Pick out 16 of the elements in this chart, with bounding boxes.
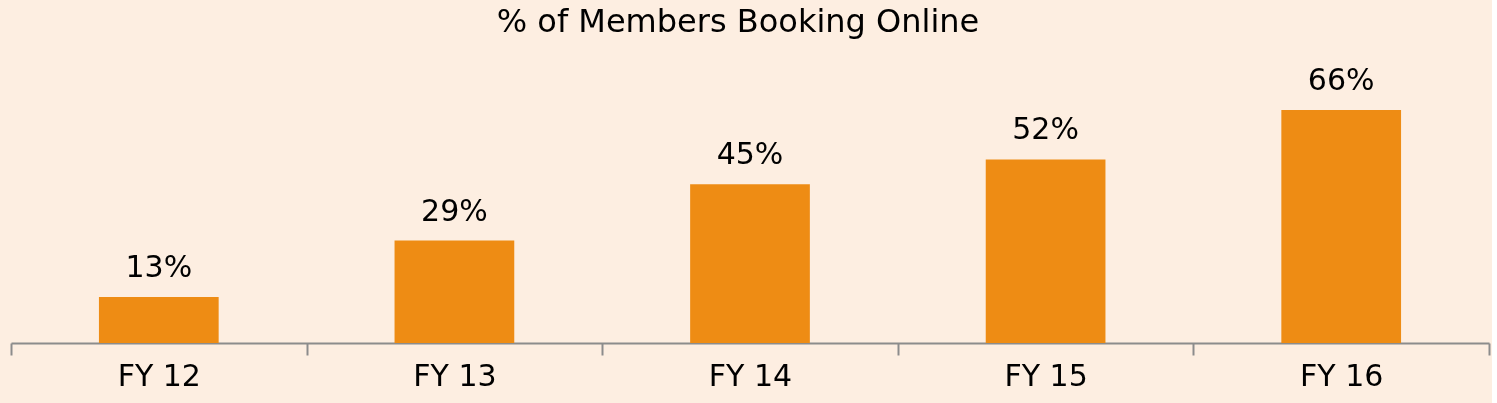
data-label: 45% bbox=[716, 136, 784, 172]
x-tick-label: FY 14 bbox=[708, 357, 793, 393]
chart-title: % of Members Booking Online bbox=[496, 2, 980, 40]
data-label: 13% bbox=[125, 249, 193, 285]
bar bbox=[690, 184, 810, 343]
data-label: 29% bbox=[421, 192, 488, 228]
bar bbox=[394, 240, 515, 343]
bar bbox=[1281, 110, 1402, 343]
x-tick-label: FY 13 bbox=[413, 357, 497, 393]
x-tick-label: FY 16 bbox=[1300, 357, 1384, 393]
x-tick-label: FY 12 bbox=[117, 357, 201, 393]
data-label: 66% bbox=[1307, 62, 1375, 97]
bar bbox=[98, 297, 219, 343]
bar bbox=[985, 159, 1106, 343]
x-tick-label: FY 15 bbox=[1004, 357, 1088, 393]
data-label: 52% bbox=[1012, 111, 1079, 147]
